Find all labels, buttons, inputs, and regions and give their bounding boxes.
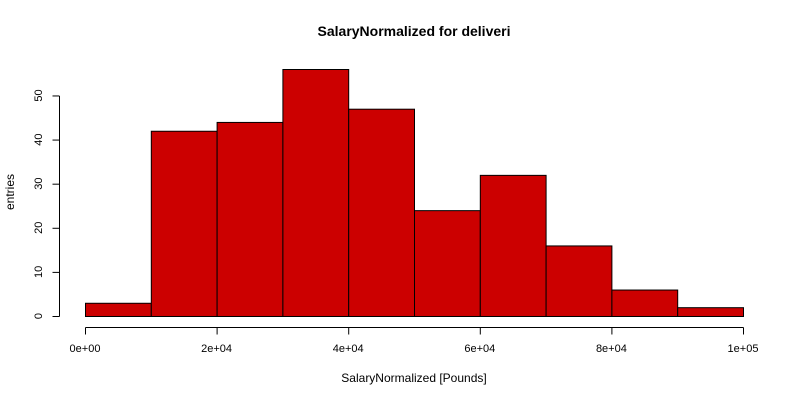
histogram-bar xyxy=(150,130,218,317)
histogram-bar xyxy=(85,302,152,317)
x-tick-label: 2e+04 xyxy=(201,343,232,355)
y-axis-label: entries xyxy=(3,174,17,210)
histogram-bar xyxy=(216,121,284,317)
y-tick-label: 50 xyxy=(33,89,45,101)
histogram-bar xyxy=(677,307,745,317)
histogram-bar xyxy=(414,210,481,317)
x-tick-label: 6e+04 xyxy=(464,343,495,355)
y-tick-label: 10 xyxy=(33,266,45,278)
x-tick-label: 1e+05 xyxy=(728,343,759,355)
histogram-bar xyxy=(479,174,547,317)
bars-group xyxy=(85,69,745,317)
y-tick-label: 30 xyxy=(33,178,45,190)
x-tick-label: 8e+04 xyxy=(596,343,627,355)
x-axis-label: SalaryNormalized [Pounds] xyxy=(341,371,486,385)
y-tick-label: 20 xyxy=(33,222,45,234)
y-tick-label: 0 xyxy=(33,313,45,319)
histogram-bar xyxy=(348,108,416,317)
chart-title: SalaryNormalized for deliveri xyxy=(318,23,511,39)
x-tick-label: 4e+04 xyxy=(333,343,364,355)
histogram-bar xyxy=(545,245,613,317)
histogram-bar xyxy=(282,69,350,317)
histogram-bar xyxy=(611,289,679,317)
x-tick-label: 0e+00 xyxy=(70,343,101,355)
x-axis: 0e+00 2e+04 4e+04 6e+04 8e+04 1e+05 xyxy=(70,327,759,355)
y-axis: 0 10 20 30 40 50 xyxy=(33,89,60,319)
y-tick-label: 40 xyxy=(33,133,45,145)
